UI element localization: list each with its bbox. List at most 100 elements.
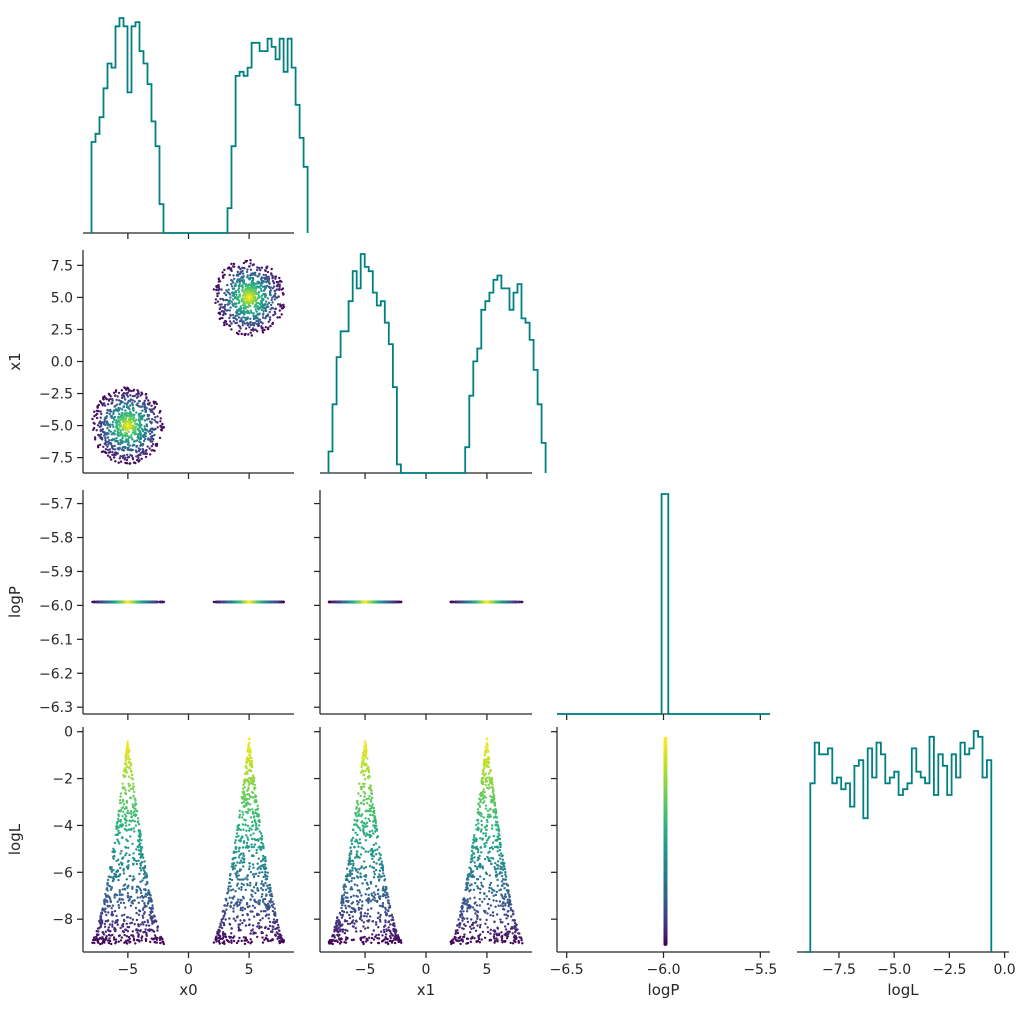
scatter-point <box>240 332 243 336</box>
scatter-point <box>246 309 249 312</box>
scatter-point <box>242 936 246 939</box>
scatter-point <box>104 439 107 442</box>
scatter-point <box>268 920 272 924</box>
scatter-point <box>141 935 144 938</box>
scatter-point <box>107 429 111 432</box>
scatter-point <box>129 400 132 403</box>
scatter-point <box>115 437 118 440</box>
scatter-point <box>159 600 162 604</box>
y-tick-label-logP: −6.3 <box>39 700 73 716</box>
y-tick-label-x1: −2.5 <box>39 387 73 403</box>
scatter-point <box>137 427 140 430</box>
scatter-point <box>144 393 148 396</box>
scatter-point <box>111 923 114 926</box>
scatter-point <box>97 403 101 407</box>
scatter-point <box>264 317 267 320</box>
scatter-point <box>240 276 243 280</box>
scatter-point <box>127 441 130 444</box>
scatter-point <box>127 446 130 449</box>
scatter-point <box>252 312 255 315</box>
scatter-point <box>121 394 124 397</box>
scatter-point <box>98 936 102 940</box>
scatter-point <box>223 273 226 276</box>
scatter-point <box>260 266 264 269</box>
scatter-point <box>111 421 115 424</box>
scatter-point <box>237 290 241 294</box>
scatter-point <box>132 417 135 421</box>
scatter-point <box>265 281 268 284</box>
scatter-point <box>224 303 227 307</box>
scatter-point <box>144 435 147 438</box>
scatter-point <box>131 930 134 933</box>
scatter-point <box>485 600 489 604</box>
scatter-point <box>239 307 243 310</box>
scatter-point <box>216 300 220 303</box>
scatter-point <box>150 449 153 452</box>
scatter-point <box>96 412 99 415</box>
scatter-point <box>267 275 270 278</box>
scatter-point <box>100 424 103 427</box>
scatter-point <box>230 328 233 331</box>
scatter-point <box>105 451 108 455</box>
scatter-point <box>229 296 232 299</box>
scatter-point <box>118 403 122 406</box>
scatter-point <box>95 429 98 432</box>
y-tick-label-logP: −6.2 <box>39 666 73 682</box>
scatter-point <box>153 419 156 422</box>
scatter-point <box>230 932 233 935</box>
scatter-point <box>219 317 222 320</box>
scatter-point <box>248 326 251 329</box>
scatter-point <box>159 417 162 420</box>
scatter-point <box>132 419 135 422</box>
scatter-point <box>137 923 140 926</box>
scatter-point <box>219 922 222 925</box>
scatter-point <box>104 436 107 439</box>
scatter-point <box>106 454 110 457</box>
scatter-point <box>156 925 159 928</box>
scatter-point <box>103 404 107 407</box>
scatter-point <box>102 398 105 401</box>
scatter-point <box>114 390 118 393</box>
scatter-point <box>123 396 126 399</box>
scatter-point <box>137 447 140 450</box>
scatter-point <box>95 930 98 933</box>
scatter-point <box>158 411 161 414</box>
scatter-point <box>119 430 122 433</box>
scatter-point <box>264 308 267 311</box>
scatter-point <box>121 408 124 411</box>
scatter-point <box>110 458 113 461</box>
scatter-point <box>104 930 108 933</box>
scatter-point <box>280 313 283 316</box>
scatter-point <box>95 933 99 936</box>
scatter-point <box>126 600 129 604</box>
scatter-point <box>277 926 280 929</box>
scatter-point <box>159 935 162 939</box>
scatter-point <box>148 420 152 423</box>
scatter-point <box>156 426 159 429</box>
scatter-point <box>135 928 138 931</box>
scatter-point <box>113 432 116 435</box>
scatter-point <box>236 280 239 284</box>
scatter-point <box>136 938 139 942</box>
scatter-point <box>232 274 235 277</box>
scatter-point <box>252 931 255 934</box>
scatter-point <box>230 927 233 930</box>
scatter-point <box>140 417 143 420</box>
scatter-point <box>254 304 257 307</box>
scatter-point <box>260 289 263 293</box>
scatter-point <box>276 285 279 288</box>
scatter-point <box>141 450 144 454</box>
scatter-point <box>117 461 120 464</box>
scatter-point <box>276 923 280 927</box>
scatter-point <box>242 309 246 312</box>
scatter-point <box>125 415 128 418</box>
scatter-point <box>212 941 216 944</box>
scatter-point <box>242 316 245 319</box>
scatter-point <box>144 437 147 441</box>
scatter-point <box>231 298 235 301</box>
histogram-x0 <box>90 17 309 234</box>
scatter-point <box>249 262 252 265</box>
scatter-point <box>112 938 116 941</box>
scatter-point <box>237 274 240 277</box>
scatter-point <box>107 399 111 402</box>
